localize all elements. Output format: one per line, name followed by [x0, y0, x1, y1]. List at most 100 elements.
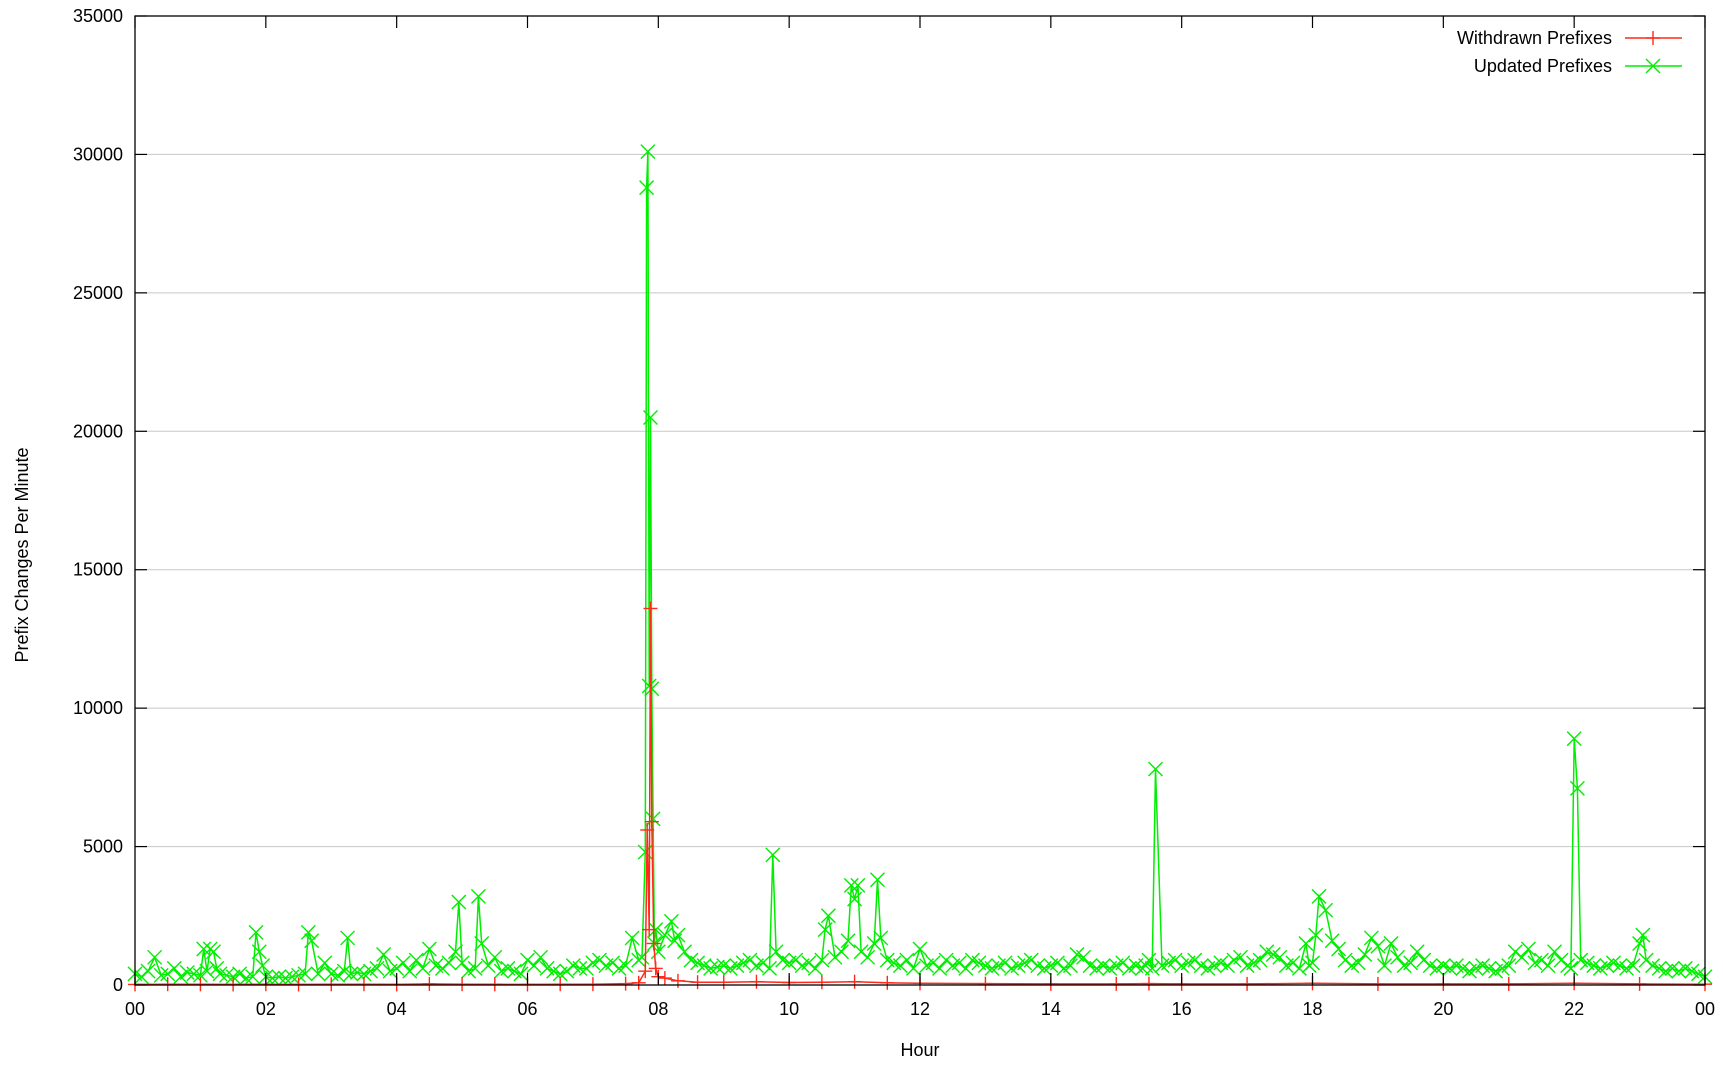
data-point — [768, 944, 784, 960]
y-tick-label: 10000 — [73, 698, 123, 718]
data-point — [938, 952, 954, 968]
marker-stroke — [251, 944, 267, 960]
data-point — [1285, 955, 1301, 971]
marker-stroke — [1625, 958, 1641, 974]
marker-stroke — [559, 963, 575, 979]
data-point — [1308, 927, 1324, 943]
data-point — [860, 949, 876, 965]
marker-stroke — [1547, 944, 1563, 960]
data-point — [1632, 976, 1647, 991]
marker-stroke — [644, 681, 660, 697]
x-tick-label: 16 — [1172, 999, 1192, 1019]
data-point — [820, 908, 836, 924]
data-point — [642, 922, 657, 937]
legend-marker — [1646, 31, 1660, 45]
data-point — [814, 952, 830, 968]
data-point — [644, 681, 660, 697]
data-point — [657, 927, 673, 943]
data-point — [716, 975, 731, 990]
marker-stroke — [1115, 955, 1131, 971]
data-point — [304, 933, 320, 949]
marker-stroke — [1651, 960, 1667, 976]
data-point — [467, 960, 483, 976]
data-point — [640, 144, 656, 160]
marker-stroke — [879, 952, 895, 968]
data-point — [618, 976, 633, 991]
data-point — [1141, 976, 1156, 991]
marker-stroke — [1553, 952, 1569, 968]
data-point — [762, 960, 778, 976]
marker-stroke — [1422, 958, 1438, 974]
marker-stroke — [1023, 952, 1039, 968]
data-point — [703, 960, 719, 976]
x-tick-label: 00 — [1695, 999, 1715, 1019]
marker-stroke — [1076, 949, 1092, 965]
marker-stroke — [1069, 947, 1085, 963]
marker-stroke — [1062, 958, 1078, 974]
marker-stroke — [238, 970, 254, 986]
marker-stroke — [847, 891, 863, 907]
data-point — [422, 976, 437, 991]
marker-stroke — [716, 958, 732, 974]
data-point — [520, 952, 535, 968]
data-point — [1635, 927, 1651, 943]
data-point — [340, 930, 356, 946]
marker-stroke — [1376, 958, 1392, 974]
data-point — [1632, 935, 1648, 951]
marker-stroke — [1383, 935, 1399, 951]
marker-stroke — [696, 958, 712, 974]
marker-stroke — [206, 944, 221, 960]
legend-marker — [1645, 58, 1661, 74]
data-point — [415, 960, 431, 976]
marker-stroke — [827, 949, 843, 965]
data-point — [892, 958, 908, 974]
marker-stroke — [1507, 944, 1523, 960]
legend-label: Updated Prefixes — [1474, 56, 1612, 76]
marker-stroke — [1148, 761, 1163, 777]
marker-stroke — [212, 966, 228, 982]
data-point — [1115, 955, 1131, 971]
y-tick-label: 5000 — [83, 837, 123, 857]
marker-stroke — [834, 944, 849, 960]
marker-stroke — [886, 955, 902, 971]
data-point — [1370, 938, 1386, 954]
marker-stroke — [448, 944, 464, 960]
marker-stroke — [1690, 966, 1706, 982]
data-point — [807, 960, 823, 976]
marker-stroke — [160, 966, 176, 982]
marker-stroke — [1416, 952, 1432, 968]
data-point — [869, 872, 885, 888]
marker-stroke — [219, 967, 235, 983]
marker-stroke — [971, 955, 987, 971]
marker-stroke — [376, 947, 392, 963]
marker-stroke — [775, 952, 791, 968]
data-point — [356, 977, 371, 992]
data-point — [572, 960, 588, 976]
data-point — [408, 952, 424, 968]
data-point — [147, 949, 163, 965]
marker-stroke — [173, 969, 189, 985]
data-point — [1383, 935, 1399, 951]
marker-stroke — [1272, 949, 1288, 965]
data-point — [297, 966, 313, 982]
data-point — [1514, 949, 1530, 965]
data-point — [173, 969, 189, 985]
data-point — [631, 975, 646, 990]
data-point — [663, 913, 679, 929]
data-point — [648, 961, 663, 976]
data-point — [873, 930, 889, 946]
marker-stroke — [248, 924, 264, 940]
marker-stroke — [1612, 958, 1628, 974]
marker-stroke — [869, 872, 885, 888]
data-point — [1638, 952, 1654, 968]
marker-stroke — [291, 967, 307, 983]
data-point — [605, 955, 621, 971]
marker-stroke — [1563, 960, 1579, 976]
data-point — [951, 955, 967, 971]
marker-stroke — [1144, 960, 1160, 976]
marker-stroke — [645, 811, 661, 827]
data-point — [487, 977, 502, 992]
data-point — [166, 960, 182, 976]
data-point — [817, 922, 833, 938]
